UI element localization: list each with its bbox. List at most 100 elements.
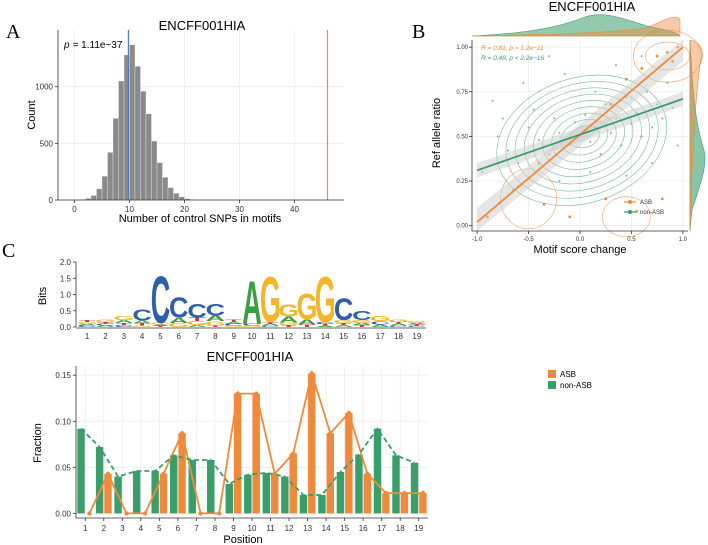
x-tick-label: 17	[377, 524, 386, 533]
nonasb-point	[609, 131, 612, 134]
asb-point	[655, 54, 659, 58]
panel-c-xlabel: Position	[223, 534, 262, 545]
panel-c-legend: ASB non-ASB	[548, 370, 592, 390]
nonasb-bar	[410, 462, 419, 514]
asb-point	[105, 471, 111, 476]
histogram-bar	[178, 196, 185, 201]
x-tick-label: 2	[102, 524, 107, 533]
nonasb-point	[651, 162, 653, 165]
logo-letter: T	[79, 320, 96, 323]
panel-c-ylabel: Fraction	[32, 423, 44, 463]
nonasb-bar	[336, 471, 345, 514]
logo-position-label: 3	[122, 332, 127, 341]
x-tick-label: 11	[266, 524, 275, 533]
logo-letter: A	[279, 316, 298, 325]
nonasb-bar	[169, 455, 178, 514]
logo-position-label: 8	[213, 332, 218, 341]
asb-point	[402, 490, 407, 496]
nonasb-bar	[299, 494, 308, 514]
logo-letter: C	[114, 325, 134, 327]
logo-letter: C	[242, 324, 262, 326]
legend-nonasb-text: non-ASB	[560, 381, 592, 390]
panel-b-top-marginal-density	[471, 14, 681, 37]
nonasb-point	[640, 55, 643, 58]
logo-position-label: 10	[248, 332, 257, 341]
nonasb-point	[548, 55, 551, 58]
nonasb-point	[615, 63, 617, 66]
x-tick-label: 16	[359, 524, 368, 533]
logo-letter: A	[334, 325, 354, 327]
x-tick-label: 4	[139, 524, 144, 533]
x-tick-label: 8	[213, 524, 218, 533]
panel-b-xlabel: Motif score change	[534, 244, 627, 256]
logo-position-label: 14	[321, 332, 330, 341]
legend-asb-swatch	[548, 370, 556, 378]
logo-letter: T	[354, 325, 371, 328]
asb-point	[640, 67, 644, 70]
logo-letter: T	[116, 322, 133, 326]
x-tick-label: 19	[414, 524, 423, 533]
nonasb-point	[491, 99, 494, 102]
logo-letter: A	[169, 317, 188, 326]
nonasb-bar	[355, 454, 363, 514]
logo-letter: A	[370, 324, 390, 328]
y-tick-label: 500	[40, 139, 54, 148]
top-density-nonasb	[471, 14, 681, 37]
asb-contour	[601, 196, 651, 238]
logo-letter: G	[333, 319, 354, 324]
logo-letter: C	[389, 325, 409, 327]
logo-position-label: 4	[140, 332, 145, 341]
histogram-bar	[107, 152, 114, 201]
logo-letter: C	[132, 306, 152, 324]
logo-letter: C	[151, 262, 170, 337]
nonasb-point	[553, 117, 556, 120]
nonasb-bar	[132, 471, 141, 514]
y-tick-label: 0.00	[456, 224, 468, 230]
logo-letter: G	[351, 319, 372, 323]
logo-letter: T	[299, 324, 316, 328]
asb-point	[624, 77, 628, 81]
logo-letter: C	[261, 325, 281, 327]
asb-point	[328, 431, 333, 436]
asb-bar	[382, 493, 390, 514]
histogram-bar	[96, 188, 103, 201]
top-density-asb	[471, 16, 681, 37]
logo-letter: A	[242, 270, 261, 339]
asb-point	[604, 197, 608, 201]
legend-asb-dot	[628, 200, 632, 204]
logo-letter: T	[97, 321, 114, 324]
nonasb-point	[558, 131, 561, 134]
x-tick-label: 1	[83, 524, 88, 533]
y-tick-label: 0	[49, 196, 54, 205]
logo-letter: A	[297, 318, 316, 327]
histogram-bar	[156, 162, 163, 201]
asb-bar	[363, 473, 372, 514]
logo-y-tick-label: 0.5	[60, 307, 72, 316]
x-tick-label: 7	[194, 524, 199, 533]
asb-point	[660, 197, 664, 201]
asb-bar	[308, 373, 316, 514]
asb-bar	[178, 433, 186, 514]
logo-letter: G	[242, 325, 263, 327]
panel-b-stat-asb: R = 0.81, p = 1.2e−11	[481, 45, 544, 52]
logo-letter: C	[370, 321, 390, 326]
x-tick-label: 20	[180, 205, 189, 214]
logo-letter: C	[334, 292, 353, 328]
nonasb-point	[620, 144, 623, 147]
asb-point	[235, 391, 240, 396]
panel-a-annotation: p = 1.11e−37	[63, 40, 123, 51]
y-tick-label: 1000	[35, 83, 53, 92]
logo-letter: A	[261, 323, 281, 326]
logo-letter: G	[315, 264, 336, 337]
nonasb-bar	[262, 472, 271, 514]
asb-point	[365, 471, 370, 476]
logo-position-label: 11	[266, 332, 275, 341]
nonasb-fit-line	[476, 98, 684, 172]
nonasb-point	[532, 108, 535, 111]
logo-letter: G	[296, 286, 317, 327]
logo-letter: T	[134, 323, 151, 326]
nonasb-point	[640, 135, 643, 138]
nonasb-point	[563, 72, 566, 75]
logo-letter: G	[150, 322, 171, 325]
